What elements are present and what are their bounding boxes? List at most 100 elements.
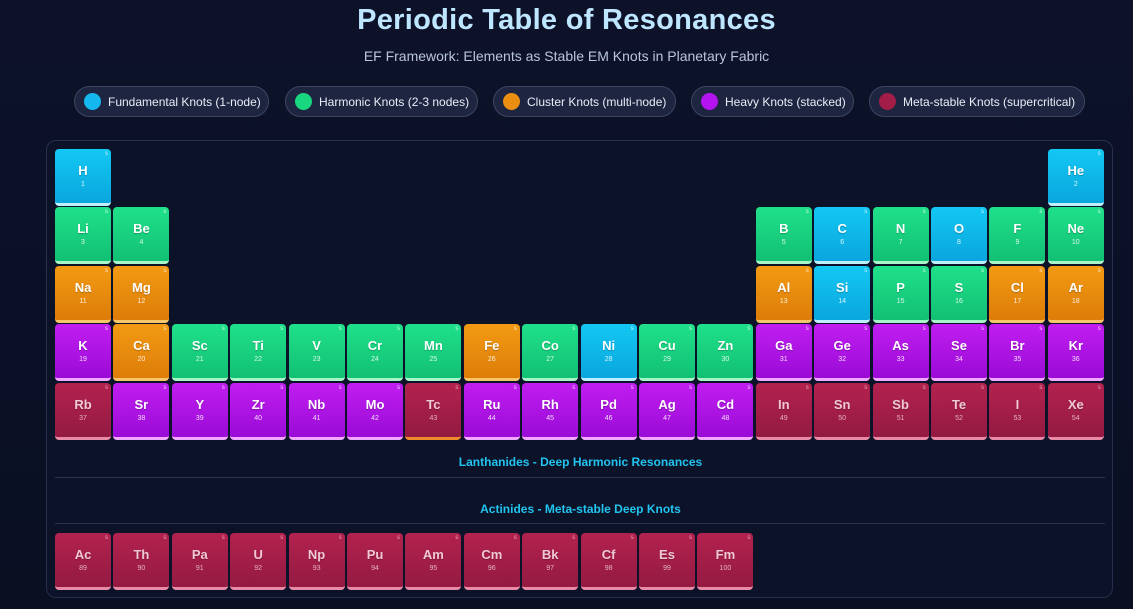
element-cell-ne[interactable]: s Ne 10 <box>1047 207 1104 265</box>
stability-mark-icon: s <box>805 209 809 216</box>
atomic-number: 12 <box>137 297 146 305</box>
element-cell-f[interactable]: s F 9 <box>989 207 1046 265</box>
element-cell-v[interactable]: s V 23 <box>288 324 345 382</box>
element-cell-rh[interactable]: s Rh 45 <box>522 382 579 440</box>
element-cell-ni[interactable]: s Ni 28 <box>580 324 637 382</box>
element-cell-he[interactable]: s He 2 <box>1047 149 1104 206</box>
element-cell-u[interactable]: s U 92 <box>230 533 287 590</box>
stability-mark-icon: s <box>805 267 809 274</box>
atomic-number: 100 <box>719 565 732 572</box>
stability-mark-icon: s <box>864 326 868 333</box>
element-cell-pa[interactable]: s Pa 91 <box>171 533 228 590</box>
atomic-number: 28 <box>604 356 613 364</box>
element-symbol: Np <box>307 547 326 562</box>
element-cell-mg[interactable]: s Mg 12 <box>113 265 170 323</box>
element-cell-ag[interactable]: s Ag 47 <box>639 382 695 440</box>
element-cell-as[interactable]: s As 33 <box>872 324 929 382</box>
atomic-number: 13 <box>779 297 788 305</box>
element-cell-k[interactable]: s K 19 <box>55 324 111 382</box>
element-cell-zn[interactable]: s Zn 30 <box>697 324 754 382</box>
element-cell-es[interactable]: s Es 99 <box>639 533 695 590</box>
legend-item-metastable[interactable]: Meta-stable Knots (supercritical) <box>869 86 1085 117</box>
element-cell-mo[interactable]: s Mo 42 <box>347 382 403 440</box>
element-cell-n[interactable]: s N 7 <box>872 207 929 265</box>
element-cell-be[interactable]: s Be 4 <box>113 207 170 265</box>
legend-item-cluster[interactable]: Cluster Knots (multi-node) <box>493 86 676 117</box>
element-cell-h[interactable]: s H 1 <box>55 149 111 206</box>
element-cell-xe[interactable]: s Xe 54 <box>1047 382 1104 440</box>
legend-item-heavy[interactable]: Heavy Knots (stacked) <box>691 86 854 117</box>
element-cell-li[interactable]: s Li 3 <box>55 207 111 265</box>
element-symbol: Se <box>951 338 967 354</box>
element-symbol: Es <box>659 547 675 562</box>
element-cell-si[interactable]: s Si 14 <box>814 265 871 323</box>
element-symbol: Ar <box>1068 279 1084 295</box>
element-cell-cm[interactable]: s Cm 96 <box>463 533 520 590</box>
element-cell-sr[interactable]: s Sr 38 <box>113 382 170 440</box>
element-cell-th[interactable]: s Th 90 <box>113 533 170 590</box>
element-cell-rb[interactable]: s Rb 37 <box>55 382 111 440</box>
element-cell-p[interactable]: s P 15 <box>872 265 929 323</box>
element-cell-cl[interactable]: s Cl 17 <box>989 265 1046 323</box>
legend-item-fundamental[interactable]: Fundamental Knots (1-node) <box>74 86 269 117</box>
atomic-number: 2 <box>1073 181 1078 188</box>
element-cell-ar[interactable]: s Ar 18 <box>1047 265 1104 323</box>
element-cell-nb[interactable]: s Nb 41 <box>288 382 345 440</box>
element-cell-cd[interactable]: s Cd 48 <box>697 382 754 440</box>
element-cell-s[interactable]: s S 16 <box>931 265 987 323</box>
element-cell-sn[interactable]: s Sn 50 <box>814 382 871 440</box>
element-cell-ca[interactable]: s Ca 20 <box>113 324 170 382</box>
element-cell-sc[interactable]: s Sc 21 <box>171 324 228 382</box>
element-cell-ge[interactable]: s Ge 32 <box>814 324 871 382</box>
element-cell-pu[interactable]: s Pu 94 <box>347 533 403 590</box>
element-cell-o[interactable]: s O 8 <box>931 207 987 265</box>
element-symbol: Si <box>836 279 849 295</box>
element-cell-pd[interactable]: s Pd 46 <box>580 382 637 440</box>
atomic-number: 47 <box>663 414 671 422</box>
element-cell-in[interactable]: s In 49 <box>755 382 812 440</box>
atomic-number: 19 <box>79 356 87 364</box>
element-cell-ru[interactable]: s Ru 44 <box>463 382 520 440</box>
element-cell-cu[interactable]: s Cu 29 <box>639 324 695 382</box>
legend-item-harmonic[interactable]: Harmonic Knots (2-3 nodes) <box>285 86 478 117</box>
element-symbol: Cu <box>658 338 676 354</box>
element-cell-sb[interactable]: s Sb 51 <box>872 382 929 440</box>
element-cell-br[interactable]: s Br 35 <box>989 324 1046 382</box>
element-cell-ga[interactable]: s Ga 31 <box>755 324 812 382</box>
element-cell-cr[interactable]: s Cr 24 <box>347 324 403 382</box>
element-cell-tc[interactable]: s Tc 43 <box>405 382 462 440</box>
element-cell-kr[interactable]: s Kr 36 <box>1047 324 1104 382</box>
element-cell-ti[interactable]: s Ti 22 <box>230 324 287 382</box>
element-cell-zr[interactable]: s Zr 40 <box>230 382 287 440</box>
element-cell-i[interactable]: s I 53 <box>989 382 1046 440</box>
element-cell-te[interactable]: s Te 52 <box>931 382 987 440</box>
element-cell-al[interactable]: s Al 13 <box>755 265 812 323</box>
element-symbol: Li <box>77 221 89 237</box>
element-cell-am[interactable]: s Am 95 <box>405 533 462 590</box>
element-symbol: Cl <box>1010 279 1024 295</box>
element-symbol: Pd <box>600 396 617 412</box>
atomic-number: 23 <box>312 356 321 364</box>
element-cell-fm[interactable]: s Fm 100 <box>697 533 754 590</box>
element-cell-mn[interactable]: s Mn 25 <box>405 324 462 382</box>
element-cell-se[interactable]: s Se 34 <box>931 324 987 382</box>
atomic-number: 22 <box>254 356 263 364</box>
element-cell-bk[interactable]: s Bk 97 <box>522 533 579 590</box>
actinides-label: Actinides - Meta-stable Deep Knots <box>480 502 681 516</box>
element-cell-np[interactable]: s Np 93 <box>288 533 345 590</box>
atomic-number: 93 <box>312 565 321 572</box>
element-cell-b[interactable]: s B 5 <box>755 207 812 265</box>
element-cell-y[interactable]: s Y 39 <box>171 382 228 440</box>
stability-mark-icon: s <box>338 384 342 391</box>
element-cell-co[interactable]: s Co 27 <box>522 324 579 382</box>
element-cell-cf[interactable]: s Cf 98 <box>580 533 637 590</box>
element-symbol: Na <box>74 279 92 295</box>
atomic-number: 54 <box>1071 414 1080 422</box>
element-cell-ac[interactable]: s Ac 89 <box>55 533 111 590</box>
element-cell-c[interactable]: s C 6 <box>814 207 871 265</box>
element-cell-fe[interactable]: s Fe 26 <box>463 324 520 382</box>
element-cell-na[interactable]: s Na 11 <box>55 265 111 323</box>
element-symbol: Rb <box>74 396 92 412</box>
element-symbol: Br <box>1010 338 1025 354</box>
element-symbol: Co <box>541 338 559 354</box>
